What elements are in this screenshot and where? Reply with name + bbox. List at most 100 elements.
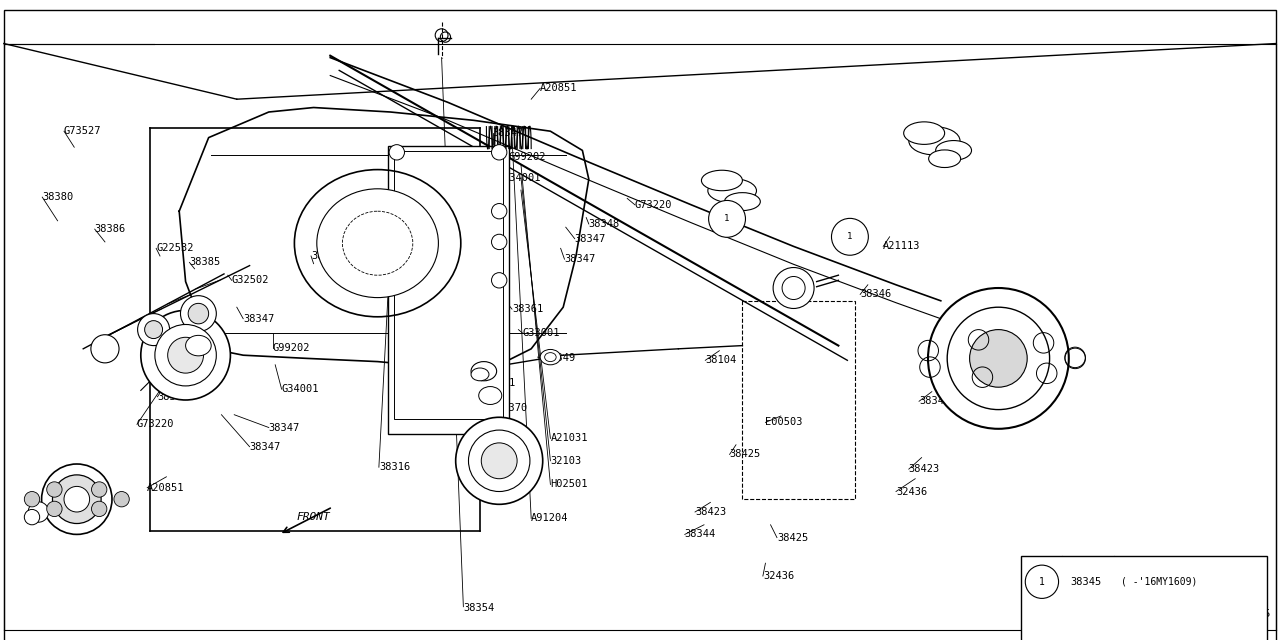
Ellipse shape (138, 314, 169, 346)
Text: 38423: 38423 (695, 507, 726, 517)
Ellipse shape (468, 430, 530, 492)
Circle shape (47, 501, 63, 516)
Circle shape (28, 502, 49, 522)
Text: G99202: G99202 (508, 152, 545, 162)
Ellipse shape (316, 189, 438, 298)
Ellipse shape (540, 349, 561, 365)
Circle shape (24, 509, 40, 525)
Ellipse shape (180, 296, 216, 332)
Text: G33001: G33001 (522, 328, 559, 338)
Text: 38354: 38354 (463, 603, 494, 613)
Ellipse shape (456, 417, 543, 504)
Text: 1: 1 (1039, 577, 1044, 587)
Circle shape (492, 273, 507, 288)
Ellipse shape (471, 362, 497, 381)
Ellipse shape (773, 268, 814, 308)
Ellipse shape (479, 387, 502, 404)
Text: 38104: 38104 (705, 355, 736, 365)
Text: G73527: G73527 (64, 126, 101, 136)
Text: 38421: 38421 (934, 374, 965, 384)
Circle shape (492, 145, 507, 160)
Circle shape (492, 234, 507, 250)
Text: 38312: 38312 (311, 251, 342, 261)
Text: G34001: G34001 (282, 384, 319, 394)
Text: 38385: 38385 (189, 257, 220, 268)
Circle shape (24, 492, 40, 507)
Text: G32502: G32502 (232, 275, 269, 285)
Text: 38316: 38316 (379, 462, 410, 472)
Ellipse shape (481, 443, 517, 479)
Text: 38371: 38371 (484, 378, 515, 388)
Text: 38348: 38348 (157, 392, 188, 402)
Circle shape (389, 204, 404, 219)
Ellipse shape (64, 486, 90, 512)
Text: 38361: 38361 (512, 304, 543, 314)
Text: 38386: 38386 (95, 224, 125, 234)
Text: A21031: A21031 (550, 433, 588, 444)
Text: 38370: 38370 (497, 403, 527, 413)
Ellipse shape (168, 337, 204, 373)
Circle shape (709, 200, 745, 237)
Ellipse shape (141, 310, 230, 400)
Text: 38347: 38347 (564, 254, 595, 264)
Text: 38347: 38347 (243, 314, 274, 324)
Bar (1021, 556, 1267, 640)
Circle shape (46, 482, 61, 497)
Bar (394, 151, 503, 419)
Ellipse shape (928, 288, 1069, 429)
Text: 32436: 32436 (896, 486, 927, 497)
Text: A21113: A21113 (883, 241, 920, 252)
Ellipse shape (904, 122, 945, 145)
Ellipse shape (471, 368, 489, 381)
Text: 38349: 38349 (544, 353, 575, 364)
Ellipse shape (936, 141, 972, 160)
Ellipse shape (155, 324, 216, 386)
Text: 38346: 38346 (860, 289, 891, 300)
Ellipse shape (91, 335, 119, 363)
Ellipse shape (970, 330, 1028, 387)
Text: G99202: G99202 (273, 342, 310, 353)
Circle shape (832, 218, 868, 255)
Circle shape (92, 501, 108, 516)
Ellipse shape (52, 475, 101, 524)
Text: 38347: 38347 (269, 422, 300, 433)
Ellipse shape (145, 321, 163, 339)
Text: 32103: 32103 (550, 456, 581, 466)
Bar (388, 146, 509, 434)
Text: G22532: G22532 (156, 243, 193, 253)
Text: G34001: G34001 (503, 173, 540, 183)
Ellipse shape (947, 307, 1050, 410)
Ellipse shape (701, 170, 742, 191)
Text: G73220: G73220 (635, 200, 672, 210)
Circle shape (114, 492, 129, 507)
Text: 1: 1 (847, 232, 852, 241)
Circle shape (389, 145, 404, 160)
Text: ( -'16MY1609): ( -'16MY1609) (1121, 577, 1198, 587)
Text: A91204: A91204 (531, 513, 568, 524)
Ellipse shape (929, 150, 960, 168)
Text: FRONT: FRONT (297, 512, 330, 522)
Text: 38344: 38344 (685, 529, 716, 540)
Text: A195001185: A195001185 (1203, 609, 1271, 620)
Text: E00503: E00503 (765, 417, 803, 428)
Ellipse shape (188, 303, 209, 324)
Circle shape (92, 482, 108, 497)
Text: G73220: G73220 (137, 419, 174, 429)
Text: 38348: 38348 (589, 219, 620, 229)
Text: 38345: 38345 (1070, 577, 1101, 587)
Text: 38380: 38380 (42, 192, 73, 202)
Text: 38425: 38425 (777, 532, 808, 543)
Ellipse shape (186, 335, 211, 356)
Ellipse shape (41, 464, 113, 534)
Circle shape (492, 204, 507, 219)
Circle shape (389, 273, 404, 288)
Text: 38425: 38425 (730, 449, 760, 460)
Text: 27011: 27011 (68, 481, 99, 492)
Ellipse shape (708, 179, 756, 203)
Ellipse shape (909, 127, 960, 155)
Text: A20851: A20851 (540, 83, 577, 93)
Text: H02501: H02501 (550, 479, 588, 490)
Circle shape (389, 234, 404, 250)
Circle shape (1025, 565, 1059, 598)
Text: A20851: A20851 (147, 483, 184, 493)
